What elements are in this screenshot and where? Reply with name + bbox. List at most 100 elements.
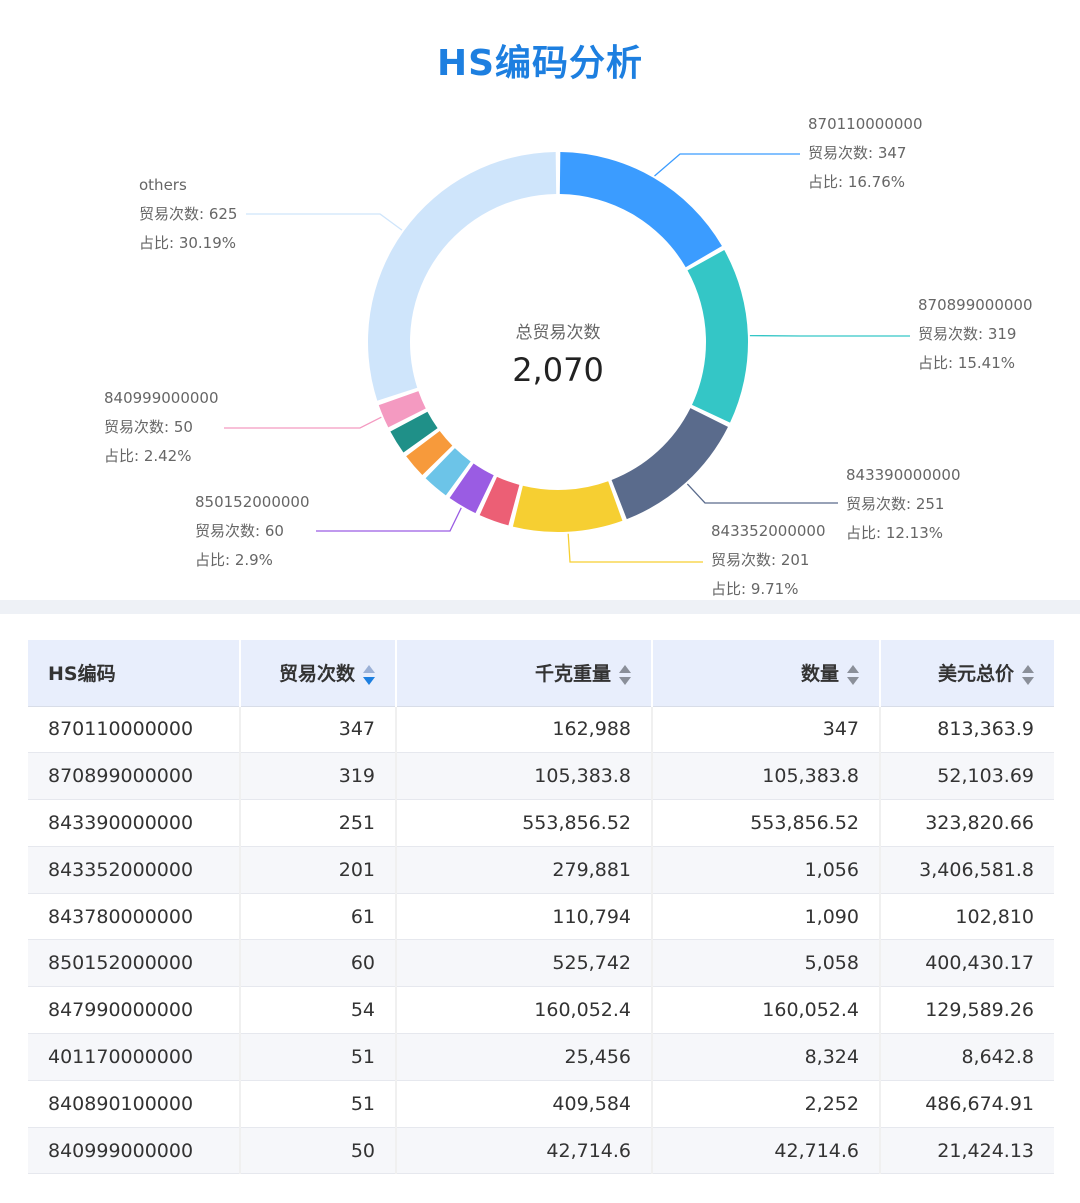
column-header-label: 贸易次数 bbox=[278, 663, 355, 686]
pie-slice-843780000000[interactable] bbox=[479, 476, 520, 526]
table-cell: 870899000000 bbox=[28, 752, 241, 801]
column-header-label: HS编码 bbox=[48, 663, 116, 686]
table-cell: 3,406,581.8 bbox=[880, 846, 1054, 894]
table-cell: 843390000000 bbox=[28, 799, 241, 847]
table-cell: 1,056 bbox=[652, 846, 881, 894]
table-row[interactable]: 840999000000 50 42,714.6 42,714.6 21,424.13 bbox=[28, 1127, 1054, 1175]
section-divider bbox=[0, 600, 1080, 614]
slice-label-count-843390000000: 贸易次数: 251 bbox=[846, 495, 944, 513]
table-row[interactable]: 847990000000 54 160,052.4 160,052.4 129,589.… bbox=[28, 986, 1054, 1035]
leader-line-850152000000 bbox=[316, 507, 462, 532]
column-header-4[interactable]: 美元总价 bbox=[880, 640, 1054, 707]
column-header-label: 美元总价 bbox=[937, 663, 1014, 686]
slice-label-share-843352000000: 占比: 9.71% bbox=[711, 580, 798, 598]
slice-label-code-843352000000: 843352000000 bbox=[711, 522, 826, 540]
table-cell: 870110000000 bbox=[28, 706, 241, 754]
slice-label-share-870899000000: 占比: 15.41% bbox=[918, 354, 1015, 372]
table-row[interactable]: 870899000000 319 105,383.8 105,383.8 52,103.… bbox=[28, 752, 1054, 801]
table-cell: 843352000000 bbox=[28, 846, 241, 894]
table-cell: 129,589.26 bbox=[880, 986, 1054, 1035]
table-row[interactable]: 843390000000 251 553,856.52 553,856.52 323,8… bbox=[28, 799, 1054, 847]
pie-slice-others[interactable] bbox=[368, 152, 557, 401]
sort-icon[interactable] bbox=[847, 664, 859, 686]
column-header-3[interactable]: 数量 bbox=[652, 640, 881, 707]
table-row[interactable]: 840890100000 51 409,584 2,252 486,674.91 bbox=[28, 1080, 1054, 1128]
slice-label-share-843390000000: 占比: 12.13% bbox=[846, 524, 943, 542]
table-cell: 400,430.17 bbox=[880, 939, 1054, 988]
pie-slice-401170000000[interactable] bbox=[406, 430, 453, 476]
slice-label-share-others: 占比: 30.19% bbox=[139, 234, 236, 252]
table-cell: 21,424.13 bbox=[880, 1127, 1054, 1175]
table-cell: 51 bbox=[240, 1033, 397, 1081]
column-header-2[interactable]: 千克重量 bbox=[396, 640, 653, 707]
table-cell: 52,103.69 bbox=[880, 752, 1054, 801]
table-cell: 54 bbox=[240, 986, 397, 1035]
table-cell: 201 bbox=[240, 846, 397, 894]
pie-slice-840999000000[interactable] bbox=[378, 391, 426, 428]
table-cell: 2,252 bbox=[652, 1080, 881, 1128]
slice-label-count-870110000000: 贸易次数: 347 bbox=[808, 144, 906, 162]
pie-slice-843390000000[interactable] bbox=[611, 408, 728, 520]
table-cell: 25,456 bbox=[396, 1033, 653, 1081]
table-cell: 61 bbox=[240, 893, 397, 941]
leader-line-others bbox=[246, 213, 403, 231]
slice-label-count-850152000000: 贸易次数: 60 bbox=[195, 522, 284, 540]
table-row[interactable]: 843780000000 61 110,794 1,090 102,810 bbox=[28, 893, 1054, 941]
table-cell: 319 bbox=[240, 752, 397, 801]
table-cell: 60 bbox=[240, 939, 397, 988]
pie-slice-870110000000[interactable] bbox=[559, 152, 722, 268]
table-cell: 1,090 bbox=[652, 893, 881, 941]
column-header-1[interactable]: 贸易次数 bbox=[240, 640, 397, 707]
table-header-row: HS编码 贸易次数 千克重量 数量 美元总价 bbox=[28, 640, 1054, 707]
table-cell: 105,383.8 bbox=[652, 752, 881, 801]
slice-label-code-others: others bbox=[139, 176, 187, 194]
column-header-label: 数量 bbox=[800, 663, 839, 686]
table-cell: 486,674.91 bbox=[880, 1080, 1054, 1128]
center-value: 2,070 bbox=[512, 351, 604, 389]
page-title: HS编码分析 bbox=[436, 43, 644, 84]
donut-chart: 870110000000 贸易次数: 347 占比: 16.76% 870899000… bbox=[104, 115, 1033, 598]
slice-label-count-870899000000: 贸易次数: 319 bbox=[918, 325, 1016, 343]
slice-label-share-840999000000: 占比: 2.42% bbox=[104, 447, 191, 465]
slice-label-count-others: 贸易次数: 625 bbox=[139, 205, 237, 223]
table-cell: 8,642.8 bbox=[880, 1033, 1054, 1081]
table-cell: 553,856.52 bbox=[396, 799, 653, 847]
sort-icon[interactable] bbox=[1022, 664, 1034, 686]
slice-label-count-840999000000: 贸易次数: 50 bbox=[104, 418, 193, 436]
leader-line-843390000000 bbox=[686, 483, 838, 504]
table-cell: 42,714.6 bbox=[396, 1127, 653, 1175]
leader-line-843352000000 bbox=[567, 533, 703, 563]
table-cell: 409,584 bbox=[396, 1080, 653, 1128]
table-cell: 279,881 bbox=[396, 846, 653, 894]
table-cell: 42,714.6 bbox=[652, 1127, 881, 1175]
table-cell: 401170000000 bbox=[28, 1033, 241, 1081]
table-row[interactable]: 850152000000 60 525,742 5,058 400,430.17 bbox=[28, 939, 1054, 988]
slice-label-share-850152000000: 占比: 2.9% bbox=[195, 551, 273, 569]
sort-icon[interactable] bbox=[363, 664, 375, 686]
table-cell: 323,820.66 bbox=[880, 799, 1054, 847]
pie-slice-847990000000[interactable] bbox=[425, 448, 471, 496]
slice-label-code-843390000000: 843390000000 bbox=[846, 466, 961, 484]
table-cell: 347 bbox=[652, 706, 881, 754]
table-row[interactable]: 401170000000 51 25,456 8,324 8,642.8 bbox=[28, 1033, 1054, 1081]
pie-slice-843352000000[interactable] bbox=[512, 481, 623, 532]
slice-label-code-870110000000: 870110000000 bbox=[808, 115, 923, 133]
hs-code-table: HS编码 贸易次数 千克重量 数量 美元总价 870110000000 347 162,98… bbox=[28, 640, 1054, 1175]
table-row[interactable]: 843352000000 201 279,881 1,056 3,406,581.8 bbox=[28, 846, 1054, 894]
table-cell: 525,742 bbox=[396, 939, 653, 988]
leader-line-840999000000 bbox=[224, 416, 382, 429]
table-cell: 347 bbox=[240, 706, 397, 754]
slice-label-code-840999000000: 840999000000 bbox=[104, 389, 219, 407]
table-cell: 105,383.8 bbox=[396, 752, 653, 801]
table-cell: 5,058 bbox=[652, 939, 881, 988]
pie-slice-870899000000[interactable] bbox=[687, 250, 749, 423]
sort-icon[interactable] bbox=[619, 664, 631, 686]
center-label: 总贸易次数 bbox=[516, 323, 601, 343]
table-cell: 840890100000 bbox=[28, 1080, 241, 1128]
table-row[interactable]: 870110000000 347 162,988 347 813,363.9 bbox=[28, 706, 1054, 754]
slice-label-code-870899000000: 870899000000 bbox=[918, 296, 1033, 314]
table-cell: 843780000000 bbox=[28, 893, 241, 941]
pie-slice-850152000000[interactable] bbox=[449, 463, 494, 514]
pie-slice-840890100000[interactable] bbox=[390, 411, 438, 453]
slice-label-count-843352000000: 贸易次数: 201 bbox=[711, 551, 809, 569]
